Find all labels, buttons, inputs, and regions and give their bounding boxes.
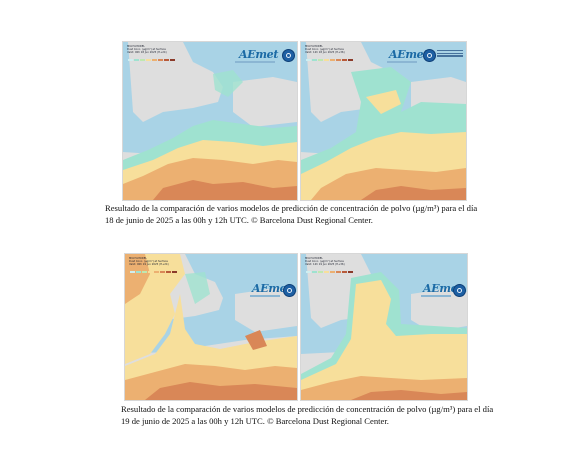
valid-time-label: Valid: 00h 18 Jun 2025 (H+24) xyxy=(127,51,167,55)
color-legend xyxy=(130,271,177,273)
panel-header: MULTI-MODEL Dust Conc. (µg/m³) at Surfac… xyxy=(129,257,213,267)
figure-caption-19-june: Resultado de la comparación de varios mo… xyxy=(121,404,541,427)
dust-map-panel-18-jun-00h: MULTI-MODEL Dust Conc. (µg/m³) at Surfac… xyxy=(122,41,298,201)
caption-line-2: 18 de junio de 2025 a las 00h y 12h UTC.… xyxy=(105,214,373,225)
aemet-logo: AEmet xyxy=(423,282,463,295)
wmo-text-block xyxy=(437,50,463,58)
caption-line-1: Resultado de la comparación de varios mo… xyxy=(121,404,494,414)
dust-map-panel-18-jun-12h: MULTI-MODEL Dust Conc. (µg/m³) at Surfac… xyxy=(300,41,467,201)
aemet-subtitle-bar xyxy=(421,295,451,297)
color-legend xyxy=(128,59,175,61)
caption-line-1: Resultado de la comparación de varios mo… xyxy=(105,203,478,213)
variable-label: Dust Conc. (µg/m³) at Surface xyxy=(127,48,166,52)
model-label: MULTI-MODEL xyxy=(127,45,145,48)
variable-label: Dust Conc. (µg/m³) at Surface xyxy=(129,260,168,264)
aemet-subtitle-bar xyxy=(250,295,280,297)
model-label: MULTI-MODEL xyxy=(305,45,323,48)
variable-label: Dust Conc. (µg/m³) at Surface xyxy=(305,260,344,264)
wmo-globe-icon xyxy=(282,49,295,62)
aemet-subtitle-bar xyxy=(235,61,275,63)
figure-caption-18-june: Resultado de la comparación de varios mo… xyxy=(105,203,525,226)
dust-map xyxy=(125,254,297,400)
dust-map xyxy=(301,254,467,400)
variable-label: Dust Conc. (µg/m³) at Surface xyxy=(305,48,344,52)
dust-map-panel-19-jun-12h: MULTI-MODEL Dust Conc. (µg/m³) at Surfac… xyxy=(300,253,468,401)
panel-header: MULTI-MODEL Dust Conc. (µg/m³) at Surfac… xyxy=(305,257,389,267)
valid-time-label: Valid: 00h 19 Jun 2025 (H+24) xyxy=(129,263,169,267)
valid-time-label: Valid: 12h 19 Jun 2025 (H+36) xyxy=(305,263,345,267)
color-legend xyxy=(306,59,353,61)
model-label: MULTI-MODEL xyxy=(129,257,147,260)
panel-header: MULTI-MODEL Dust Conc. (µg/m³) at Surfac… xyxy=(305,45,389,55)
aemet-logo: AEmet xyxy=(252,282,292,295)
model-label: MULTI-MODEL xyxy=(305,257,323,260)
wmo-globe-icon xyxy=(283,284,296,297)
dust-map-panel-19-jun-00h: MULTI-MODEL Dust Conc. (µg/m³) at Surfac… xyxy=(124,253,298,401)
wmo-globe-icon xyxy=(423,49,436,62)
color-legend xyxy=(306,271,353,273)
dust-map xyxy=(123,42,297,200)
valid-time-label: Valid: 12h 18 Jun 2025 (H+36) xyxy=(305,51,345,55)
aemet-logo: AEmet xyxy=(389,48,429,61)
caption-line-2: 19 de junio de 2025 a las 00h y 12h UTC.… xyxy=(121,415,389,426)
panel-header: MULTI-MODEL Dust Conc. (µg/m³) at Surfac… xyxy=(127,45,211,55)
dust-map xyxy=(301,42,466,200)
aemet-logo: AEmet xyxy=(239,48,279,61)
wmo-globe-icon xyxy=(453,284,466,297)
aemet-subtitle-bar xyxy=(387,61,417,63)
